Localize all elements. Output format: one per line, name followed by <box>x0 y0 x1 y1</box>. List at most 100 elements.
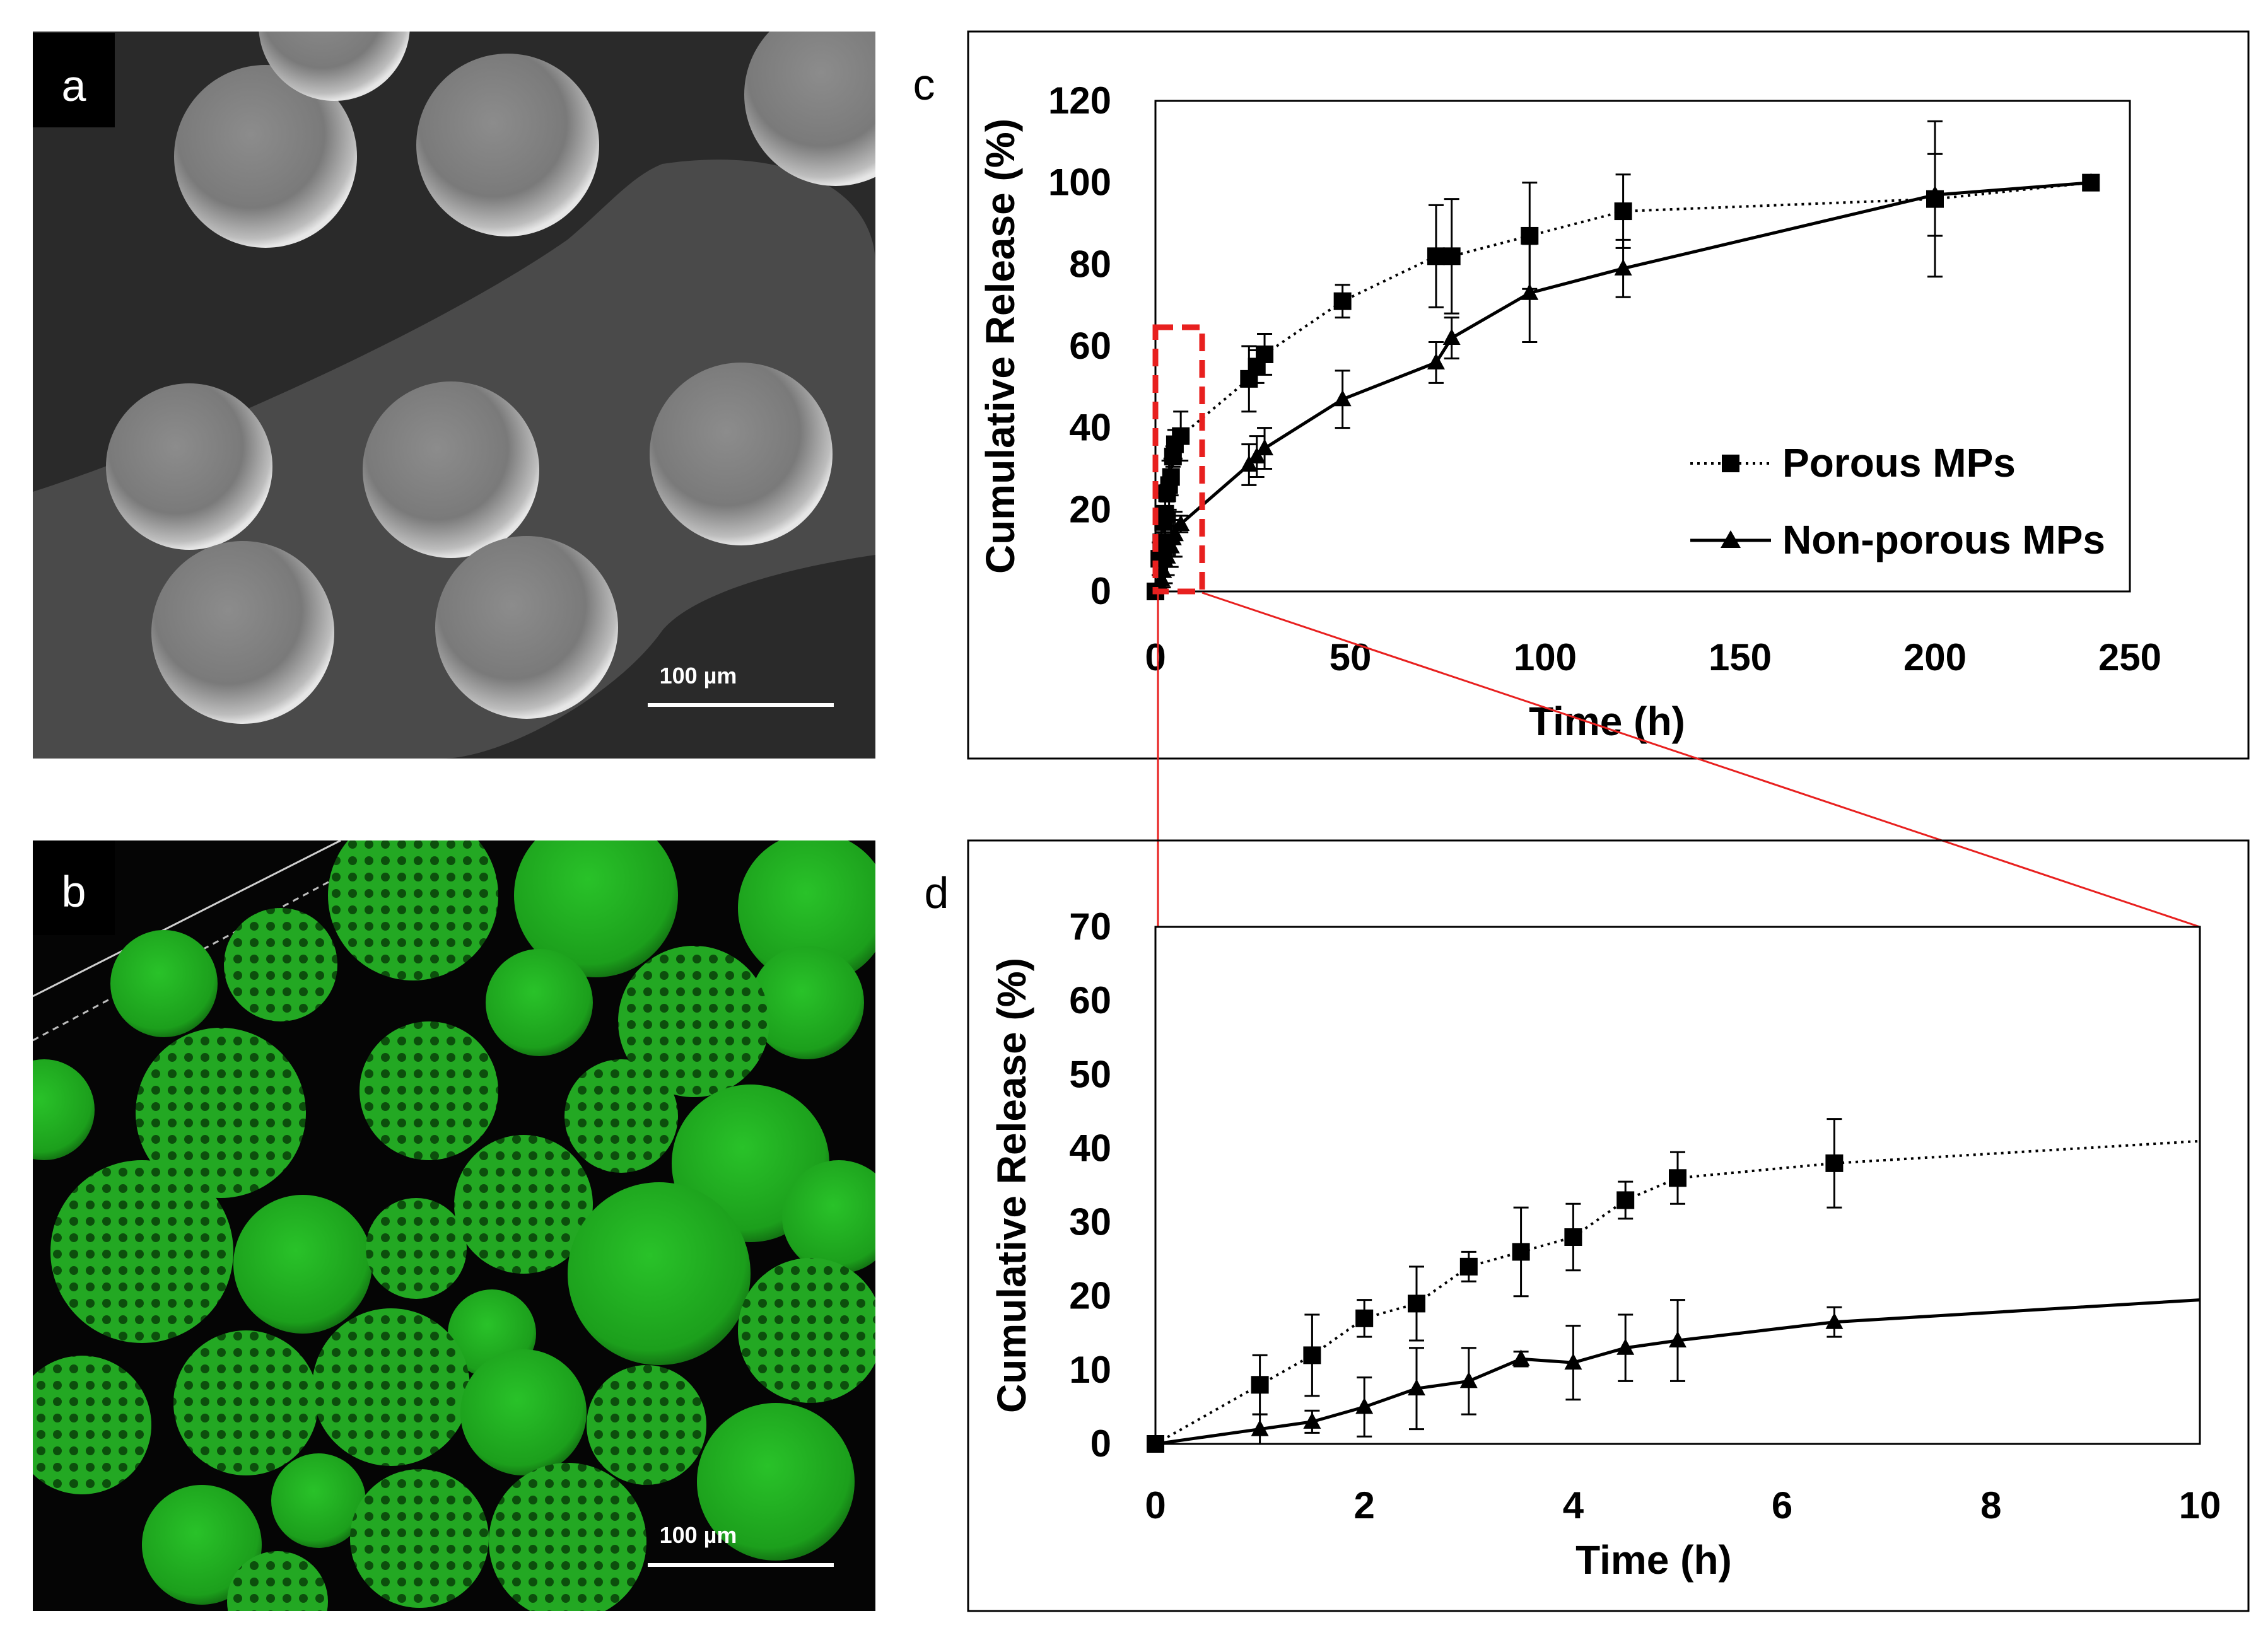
chart-d-x-ticks: 0 2 4 6 8 10 <box>1145 1484 2221 1527</box>
nonporous-data-point <box>1408 1379 1425 1396</box>
nonporous-data-point <box>1442 329 1461 346</box>
porous-data-point <box>1172 427 1190 445</box>
porous-data-point <box>1333 292 1352 310</box>
y-tick-label: 70 <box>1069 905 1111 948</box>
sem-image <box>33 32 875 759</box>
x-tick-label: 8 <box>1980 1484 2001 1527</box>
series-porous <box>1147 120 2100 600</box>
nonporous-data-point <box>1355 1397 1374 1414</box>
y-tick-label: 0 <box>1090 570 1111 612</box>
y-tick-label: 60 <box>1069 325 1111 367</box>
chart-d-plot-area <box>1154 926 2201 1445</box>
y-tick-label: 40 <box>1069 407 1111 449</box>
porous-data-point <box>1427 247 1445 265</box>
zoom-connector-right <box>1201 591 2201 928</box>
nonporous-data-point <box>1564 1353 1582 1370</box>
y-tick-label: 20 <box>1069 488 1111 530</box>
porous-data-point <box>1616 1191 1635 1209</box>
chart-d-y-ticks: 0 10 20 30 40 50 60 70 <box>1069 905 1111 1465</box>
x-tick-label: 150 <box>1709 636 1772 678</box>
chart-c-frame <box>967 30 2250 760</box>
porous-series-line <box>1155 1139 2201 1445</box>
nonporous-data-point <box>1459 1371 1478 1388</box>
y-tick-label: 50 <box>1069 1053 1111 1095</box>
nonporous-data-point <box>1333 390 1352 407</box>
chart-d-x-axis-title: Time (h) <box>1575 1537 1732 1583</box>
panel-a: a 100 µm <box>33 32 875 759</box>
panel-a-letter: a <box>62 61 86 110</box>
porous-data-point <box>1408 1294 1425 1313</box>
fluorescence-image <box>33 840 875 1611</box>
porous-data-point <box>1256 345 1274 363</box>
porous-data-point <box>1442 247 1461 265</box>
nonporous-data-point <box>1926 185 1944 202</box>
legend-nonporous-label: Non-porous MPs <box>1782 517 2105 562</box>
scale-label-a: 100 µm <box>660 663 737 689</box>
y-tick-label: 100 <box>1048 161 1111 204</box>
y-tick-label: 10 <box>1069 1349 1111 1391</box>
y-tick-label: 60 <box>1069 979 1111 1021</box>
x-tick-label: 6 <box>1772 1484 1792 1527</box>
nonporous-data-point <box>1825 1312 1844 1329</box>
x-tick-label: 0 <box>1145 636 1166 678</box>
chart-c-series <box>1147 120 2100 600</box>
zoom-region-box <box>1152 324 1205 595</box>
nonporous-data-point <box>1251 1419 1269 1436</box>
nonporous-data-point <box>1303 1412 1321 1429</box>
porous-data-point <box>1564 1228 1582 1246</box>
legend-porous-label: Porous MPs <box>1782 440 2016 486</box>
x-tick-label: 250 <box>2098 636 2161 678</box>
porous-data-point <box>1459 1257 1478 1276</box>
x-tick-label: 100 <box>1514 636 1577 678</box>
chart-d-series <box>1147 1118 2201 1453</box>
x-tick-label: 200 <box>1903 636 1967 678</box>
scale-label-b: 100 µm <box>660 1522 737 1548</box>
chart-c-legend: Porous MPs Non-porous MPs <box>1690 440 2105 562</box>
y-tick-label: 20 <box>1069 1275 1111 1317</box>
panel-b-letter: b <box>62 867 86 916</box>
porous-data-point <box>1162 468 1180 486</box>
y-tick-label: 0 <box>1090 1422 1111 1465</box>
chart-c-y-ticks: 0 20 40 60 80 100 120 <box>1048 79 1111 612</box>
series-nonporous <box>1147 1298 2201 1451</box>
panel-d: d 0 10 20 30 40 50 60 70 0 2 4 6 8 10 Cumulative Rel… <box>925 839 2250 1612</box>
chart-c-plot-area <box>1154 100 2131 593</box>
y-tick-label: 40 <box>1069 1127 1111 1169</box>
nonporous-data-point <box>1669 1331 1686 1347</box>
legend-porous-marker <box>1722 455 1739 472</box>
nonporous-data-point <box>1147 1434 1164 1451</box>
nonporous-data-point <box>2082 173 2100 190</box>
y-tick-label: 120 <box>1048 79 1111 122</box>
porous-data-point <box>1512 1243 1530 1261</box>
panel-d-letter: d <box>925 868 949 917</box>
panel-c-letter: c <box>913 60 935 109</box>
nonporous-data-point <box>1616 1338 1635 1355</box>
series-nonporous <box>1147 153 2100 598</box>
series-porous <box>1147 1118 2201 1453</box>
chart-d-frame <box>967 839 2250 1612</box>
chart-c-x-ticks: 0 50 100 150 200 250 <box>1145 636 2161 678</box>
y-tick-label: 80 <box>1069 243 1111 285</box>
chart-c-x-axis-title: Time (h) <box>1529 699 1685 744</box>
porous-data-point <box>1303 1346 1321 1364</box>
nonporous-data-point <box>1172 515 1190 532</box>
x-tick-label: 4 <box>1563 1484 1584 1527</box>
legend-nonporous-marker <box>1721 530 1741 548</box>
nonporous-data-point <box>1256 439 1274 456</box>
nonporous-series-line <box>1155 1298 2201 1446</box>
porous-data-point <box>1825 1154 1844 1172</box>
nonporous-data-point <box>1512 1349 1530 1366</box>
porous-data-point <box>1669 1169 1686 1187</box>
x-tick-label: 0 <box>1145 1484 1166 1527</box>
chart-c-y-axis-title: Cumulative Release (%) <box>978 119 1023 574</box>
x-tick-label: 10 <box>2179 1484 2221 1527</box>
nonporous-data-point <box>1614 259 1632 276</box>
porous-data-point <box>1355 1309 1374 1327</box>
porous-data-point <box>1251 1376 1269 1394</box>
nonporous-data-point <box>1521 283 1539 300</box>
panel-b: b 100 µm <box>33 840 875 1611</box>
porous-data-point <box>1614 202 1632 221</box>
x-tick-label: 2 <box>1354 1484 1375 1527</box>
